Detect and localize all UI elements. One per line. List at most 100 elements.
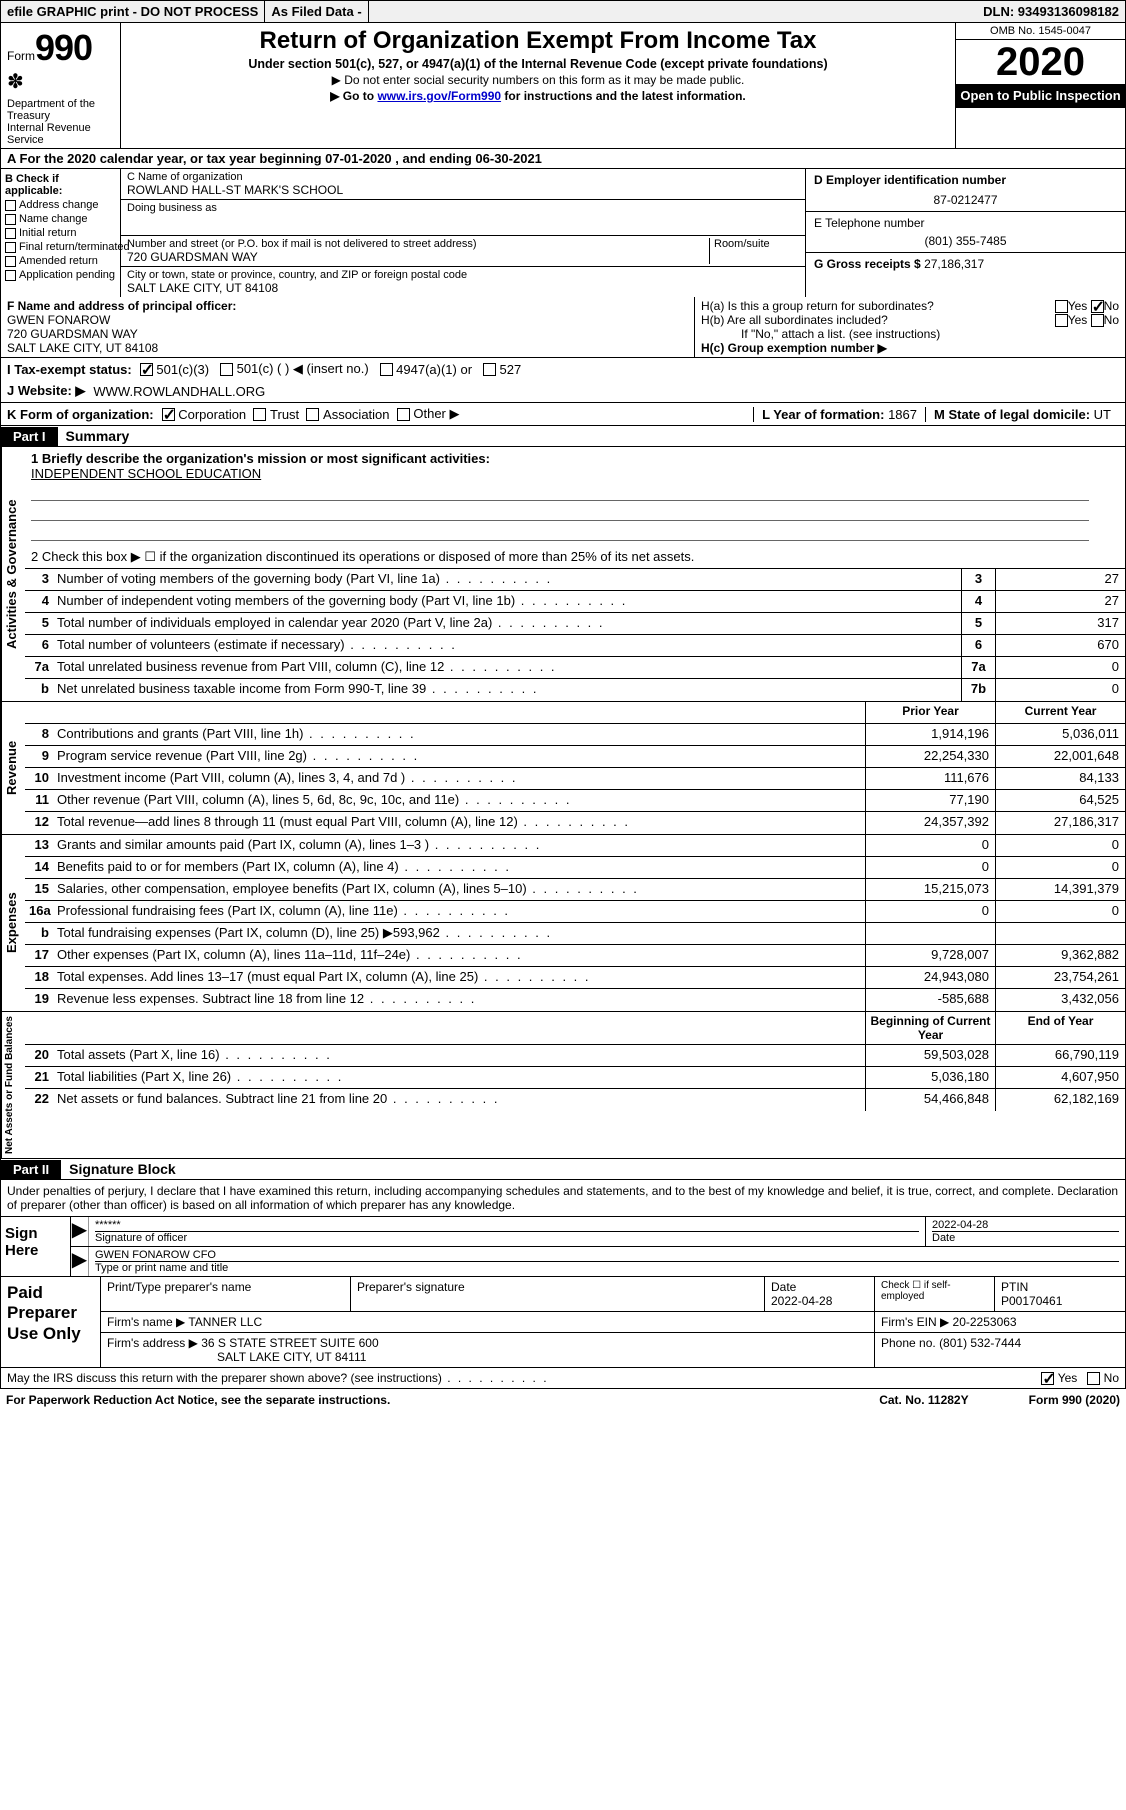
org-name: ROWLAND HALL-ST MARK'S SCHOOL <box>127 183 799 197</box>
i-501c[interactable] <box>220 363 233 376</box>
irs-link[interactable]: www.irs.gov/Form990 <box>377 89 501 103</box>
firm-name: TANNER LLC <box>188 1315 262 1329</box>
part1-tab: Part I <box>1 427 58 446</box>
vtext-exp: Expenses <box>1 835 25 1011</box>
k-label: K Form of organization: <box>7 407 154 422</box>
form-number: Form 990 <box>7 27 115 69</box>
hb-label: H(b) Are all subordinates included? <box>701 313 1055 327</box>
form-header: Form 990 ✽ Department of the Treasury In… <box>0 23 1126 149</box>
sig-date: 2022-04-28 <box>932 1219 1119 1231</box>
ha-yes[interactable] <box>1055 300 1068 313</box>
preparer-block: Paid Preparer Use Only Print/Type prepar… <box>0 1277 1126 1368</box>
hb-yes[interactable] <box>1055 314 1068 327</box>
dba-label: Doing business as <box>127 202 799 214</box>
street: 720 GUARDSMAN WAY <box>127 250 709 264</box>
check-initial[interactable]: Initial return <box>5 227 116 239</box>
section-b-label: B Check if applicable: <box>5 173 116 197</box>
summary-line: 16a Professional fundraising fees (Part … <box>25 901 1125 923</box>
j-label: J Website: ▶ <box>7 383 85 399</box>
k-assoc[interactable] <box>306 408 319 421</box>
firm-ein: 20-2253063 <box>953 1315 1017 1329</box>
discuss-no[interactable] <box>1087 1372 1100 1385</box>
k-corp[interactable] <box>162 408 175 421</box>
perjury-declaration: Under penalties of perjury, I declare th… <box>0 1180 1126 1217</box>
phone-label: E Telephone number <box>814 216 1117 230</box>
sig-name-label: Type or print name and title <box>95 1261 1119 1274</box>
sig-stars: ****** <box>95 1219 919 1231</box>
prep-date: 2022-04-28 <box>771 1294 868 1308</box>
city: SALT LAKE CITY, UT 84108 <box>127 281 799 295</box>
part2-tab: Part II <box>1 1160 61 1179</box>
officer-addr2: SALT LAKE CITY, UT 84108 <box>7 341 688 355</box>
check-final[interactable]: Final return/terminated <box>5 241 116 253</box>
summary-line: 5 Total number of individuals employed i… <box>25 613 1125 635</box>
gross-label: G Gross receipts $ <box>814 257 921 271</box>
room-label: Room/suite <box>714 238 799 250</box>
section-j: J Website: ▶ WWW.ROWLANDHALL.ORG <box>0 380 1126 403</box>
check-pending[interactable]: Application pending <box>5 269 116 281</box>
prior-year-h: Prior Year <box>865 702 995 723</box>
check-address[interactable]: Address change <box>5 199 116 211</box>
na-section: Net Assets or Fund Balances Beginning of… <box>0 1012 1126 1159</box>
prep-date-h: Date <box>771 1280 868 1294</box>
summary-line: 19 Revenue less expenses. Subtract line … <box>25 989 1125 1011</box>
form-label: Form <box>7 49 35 63</box>
summary-line: b Total fundraising expenses (Part IX, c… <box>25 923 1125 945</box>
hb-no[interactable] <box>1091 314 1104 327</box>
gross-value: 27,186,317 <box>924 257 984 271</box>
summary-line: 22 Net assets or fund balances. Subtract… <box>25 1089 1125 1111</box>
ein-value: 87-0212477 <box>814 193 1117 207</box>
sig-name: GWEN FONAROW CFO <box>95 1249 1119 1261</box>
summary-line: 21 Total liabilities (Part X, line 26) 5… <box>25 1067 1125 1089</box>
ptin: P00170461 <box>1001 1294 1119 1308</box>
check-name[interactable]: Name change <box>5 213 116 225</box>
arrow-icon: ▶ <box>71 1247 89 1276</box>
irs-logo-icon: ✽ <box>7 69 115 94</box>
prep-name-h: Print/Type preparer's name <box>101 1277 351 1311</box>
i-4947[interactable] <box>380 363 393 376</box>
as-filed: As Filed Data - <box>265 1 368 22</box>
mission-block: 1 Briefly describe the organization's mi… <box>25 447 1125 547</box>
exp-section: Expenses 13 Grants and similar amounts p… <box>0 835 1126 1012</box>
street-label: Number and street (or P.O. box if mail i… <box>127 238 709 250</box>
k-trust[interactable] <box>253 408 266 421</box>
part1-header: Part I Summary <box>0 426 1126 447</box>
center-title: Return of Organization Exempt From Incom… <box>121 23 955 148</box>
na-header: Beginning of Current Year End of Year <box>25 1012 1125 1045</box>
org-name-label: C Name of organization <box>127 171 799 183</box>
section-i: I Tax-exempt status: 501(c)(3) 501(c) ( … <box>0 358 1126 380</box>
discuss-yes[interactable] <box>1041 1372 1054 1385</box>
paperwork-notice: For Paperwork Reduction Act Notice, see … <box>6 1393 390 1407</box>
section-c: C Name of organization ROWLAND HALL-ST M… <box>121 169 805 297</box>
open-inspection: Open to Public Inspection <box>956 84 1125 108</box>
section-h: H(a) Is this a group return for subordin… <box>695 297 1125 357</box>
summary-line: b Net unrelated business taxable income … <box>25 679 1125 701</box>
ha-no[interactable] <box>1091 300 1104 313</box>
i-label: I Tax-exempt status: <box>7 362 132 377</box>
check-amended[interactable]: Amended return <box>5 255 116 267</box>
mission-label: 1 Briefly describe the organization's mi… <box>31 451 1119 466</box>
m-label: M State of legal domicile: <box>934 407 1090 422</box>
sign-block: Sign Here ▶ ****** Signature of officer … <box>0 1217 1126 1277</box>
form-subtitle: Under section 501(c), 527, or 4947(a)(1)… <box>129 57 947 71</box>
cat-no: Cat. No. 11282Y <box>879 1393 968 1407</box>
ptin-label: PTIN <box>1001 1280 1119 1294</box>
prep-sig-h: Preparer's signature <box>351 1277 765 1311</box>
k-other[interactable] <box>397 408 410 421</box>
i-527[interactable] <box>483 363 496 376</box>
firm-ein-label: Firm's EIN ▶ <box>881 1315 949 1329</box>
efile-notice: efile GRAPHIC print - DO NOT PROCESS <box>1 1 265 22</box>
section-f: F Name and address of principal officer:… <box>1 297 695 357</box>
begin-year-h: Beginning of Current Year <box>865 1012 995 1044</box>
main-grid: B Check if applicable: Address change Na… <box>0 169 1126 297</box>
discuss-text: May the IRS discuss this return with the… <box>7 1371 549 1385</box>
preparer-label: Paid Preparer Use Only <box>1 1277 101 1367</box>
i-501c3[interactable] <box>140 363 153 376</box>
firm-addr1: 36 S STATE STREET SUITE 600 <box>201 1336 378 1350</box>
summary-line: 17 Other expenses (Part IX, column (A), … <box>25 945 1125 967</box>
prep-check[interactable]: Check ☐ if self-employed <box>875 1277 995 1311</box>
sig-date-label: Date <box>932 1231 1119 1244</box>
part1-title: Summary <box>58 426 138 446</box>
rev-section: Revenue Prior Year Current Year 8 Contri… <box>0 702 1126 835</box>
summary-line: 7a Total unrelated business revenue from… <box>25 657 1125 679</box>
